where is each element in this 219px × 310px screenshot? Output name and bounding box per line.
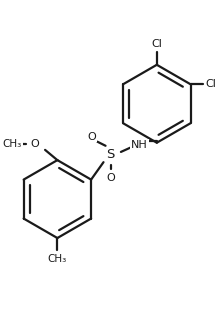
Text: CH₃: CH₃ xyxy=(48,254,67,264)
Text: O: O xyxy=(30,139,39,149)
Text: Cl: Cl xyxy=(151,39,162,49)
Text: S: S xyxy=(106,148,115,162)
Text: Cl: Cl xyxy=(206,79,216,89)
Text: NH: NH xyxy=(131,140,148,150)
Text: O: O xyxy=(88,131,97,142)
Text: CH₃: CH₃ xyxy=(3,139,22,149)
Text: O: O xyxy=(106,173,115,183)
